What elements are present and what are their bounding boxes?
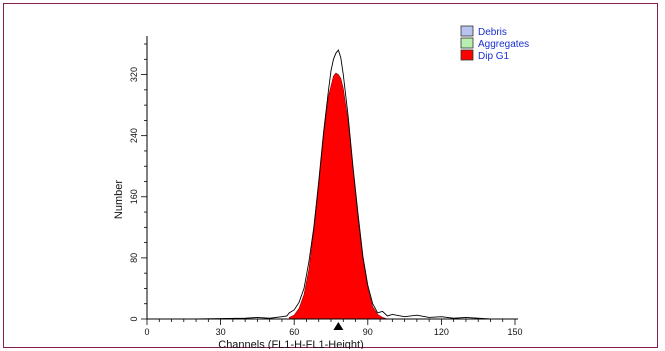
y-tick-label: 320: [129, 67, 139, 82]
y-axis-title: Number: [113, 180, 125, 219]
peak-marker: [333, 322, 344, 330]
x-tick-label: 30: [216, 327, 226, 337]
chart-marks: [147, 49, 515, 330]
x-tick-label: 150: [507, 327, 522, 337]
dip-g1-area: [288, 72, 388, 320]
chart-frame: Debris Aggregates Dip G1 0 30 60 90 120 150 0 80 1…: [3, 3, 658, 349]
x-tick-label: 60: [289, 327, 299, 337]
x-tick-label: 120: [434, 327, 449, 337]
histogram-line: [147, 49, 515, 320]
legend-swatch: [460, 37, 474, 49]
axes: [141, 36, 518, 325]
y-tick-label: 240: [129, 128, 139, 143]
legend-swatch: [460, 49, 474, 61]
y-tick-label: 80: [129, 253, 139, 263]
x-axis-title: Channels (FL1-H-FL1-Height): [218, 339, 364, 349]
y-tick-label: 0: [129, 316, 139, 321]
legend-label: Dip G1: [478, 51, 510, 62]
y-tick-label: 160: [129, 189, 139, 204]
axis-labels: 0 30 60 90 120 150 0 80 160 240 320 Channels (FL1-H…: [113, 67, 523, 349]
x-tick-label: 90: [363, 327, 373, 337]
x-tick-label: 0: [144, 327, 149, 337]
legend-label: Debris: [478, 27, 507, 38]
legend-label: Aggregates: [478, 39, 529, 50]
legend-swatch: [460, 25, 474, 37]
